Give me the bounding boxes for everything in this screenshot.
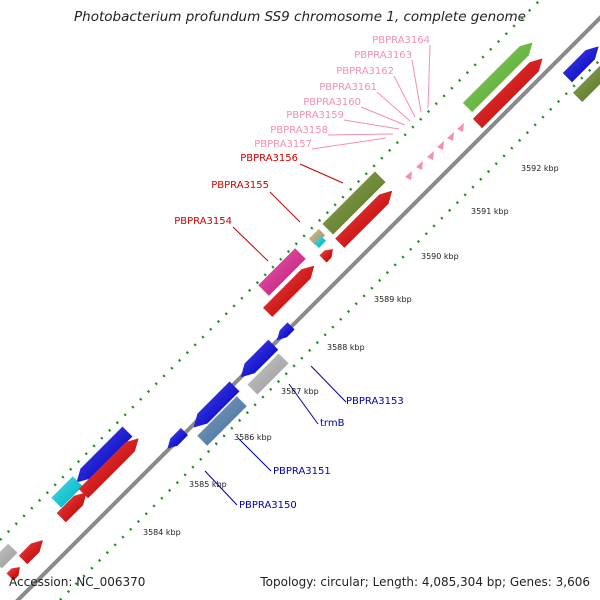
- accession-text: Accession: NC_006370: [9, 575, 146, 589]
- gene-label: PBPRA3160: [303, 97, 361, 108]
- label-leader-line: [311, 137, 387, 150]
- topology-text: Topology: circular; Length: 4,085,304 bp…: [260, 575, 590, 589]
- gene-label: PBPRA3156: [240, 153, 298, 164]
- scale-label: 3587 kbp: [281, 387, 319, 396]
- gene-feature-shade: [56, 492, 87, 523]
- backbone-line-inner: [11, 11, 600, 600]
- gene-label: trmB: [320, 418, 345, 429]
- gene-label: PBPRA3155: [211, 180, 269, 191]
- label-leader-line: [327, 133, 394, 136]
- label-leader-line: [310, 365, 347, 403]
- label-leader-line: [288, 383, 319, 425]
- map-title: Photobacterium profundum SS9 chromosome …: [74, 9, 526, 25]
- gene-label: PBPRA3163: [354, 50, 412, 61]
- gene-label: PBPRA3154: [174, 216, 232, 227]
- label-leader-line: [204, 470, 238, 506]
- trna-feature: [427, 151, 434, 160]
- gene-feature-shade: [18, 540, 43, 565]
- gene-label: PBPRA3164: [372, 35, 430, 46]
- gene-label: PBPRA3153: [346, 396, 404, 407]
- gene-feature-shade: [263, 265, 315, 317]
- label-leader-line: [299, 163, 344, 184]
- gene-feature-shade: [76, 426, 133, 483]
- trna-feature: [416, 161, 423, 170]
- scale-label: 3589 kbp: [374, 295, 412, 304]
- label-leader-line: [232, 226, 269, 262]
- gene-feature-shade: [276, 322, 295, 341]
- backbone-line: [15, 15, 600, 600]
- gene-label: PBPRA3151: [273, 466, 331, 477]
- scale-label: 3588 kbp: [327, 343, 365, 352]
- gene-label: PBPRA3161: [319, 82, 377, 93]
- trna-feature: [405, 171, 412, 180]
- trna-feature: [447, 132, 454, 141]
- gene-feature-shade: [308, 228, 326, 246]
- scale-label: 3585 kbp: [189, 480, 227, 489]
- gene-feature-shade: [193, 381, 240, 428]
- gene-feature-shade: [51, 476, 83, 508]
- gene-feature-shade: [197, 396, 247, 446]
- label-leaders: [204, 44, 431, 506]
- gene-label: PBPRA3162: [336, 66, 394, 77]
- gene-label: PBPRA3157: [254, 139, 312, 150]
- label-leader-line: [237, 437, 272, 472]
- scale-label: 3592 kbp: [521, 164, 559, 173]
- gene-feature-shade: [573, 66, 600, 102]
- gene-label: PBPRA3150: [239, 500, 297, 511]
- gene-feature-shade: [240, 339, 279, 378]
- label-leader-line: [269, 191, 301, 223]
- label-leader-line: [343, 119, 400, 130]
- gene-feature-shade: [462, 42, 533, 113]
- gene-feature-shade: [247, 353, 289, 395]
- gene-feature-shade: [472, 58, 543, 129]
- gene-feature-shade: [6, 567, 20, 581]
- gene-label-layer: PBPRA3164 PBPRA3163 PBPRA3162 PBPRA3161 PBPR…: [174, 35, 430, 511]
- gene-feature-shade: [335, 190, 393, 248]
- label-leader-line: [376, 91, 411, 122]
- gene-label: PBPRA3158: [270, 125, 328, 136]
- gene-feature-shade: [167, 428, 188, 449]
- label-leader-line: [427, 44, 431, 109]
- trna-feature: [457, 123, 464, 132]
- feature-layer: [0, 42, 600, 581]
- trna-feature: [437, 141, 444, 150]
- gene-feature-shade: [562, 46, 599, 83]
- scale-label: 3584 kbp: [143, 528, 181, 537]
- scale-label-layer: 3584 kbp 3585 kbp 3586 kbp 3587 kbp 3588 kbp…: [143, 164, 559, 537]
- gene-label: PBPRA3159: [286, 110, 344, 121]
- label-leader-line: [411, 59, 422, 113]
- tick-ring-inner: [59, 58, 600, 600]
- label-leader-line: [360, 106, 406, 126]
- gene-feature-shade: [258, 248, 306, 296]
- scale-label: 3590 kbp: [421, 252, 459, 261]
- scale-label: 3591 kbp: [471, 207, 509, 216]
- scale-label: 3586 kbp: [234, 433, 272, 442]
- gene-feature-shade: [314, 236, 326, 248]
- gene-feature-shade: [322, 171, 386, 235]
- gene-feature-shade: [319, 249, 333, 263]
- gene-feature-shade: [78, 438, 139, 499]
- label-leader-line: [393, 75, 416, 118]
- gene-feature-shade: [0, 543, 18, 569]
